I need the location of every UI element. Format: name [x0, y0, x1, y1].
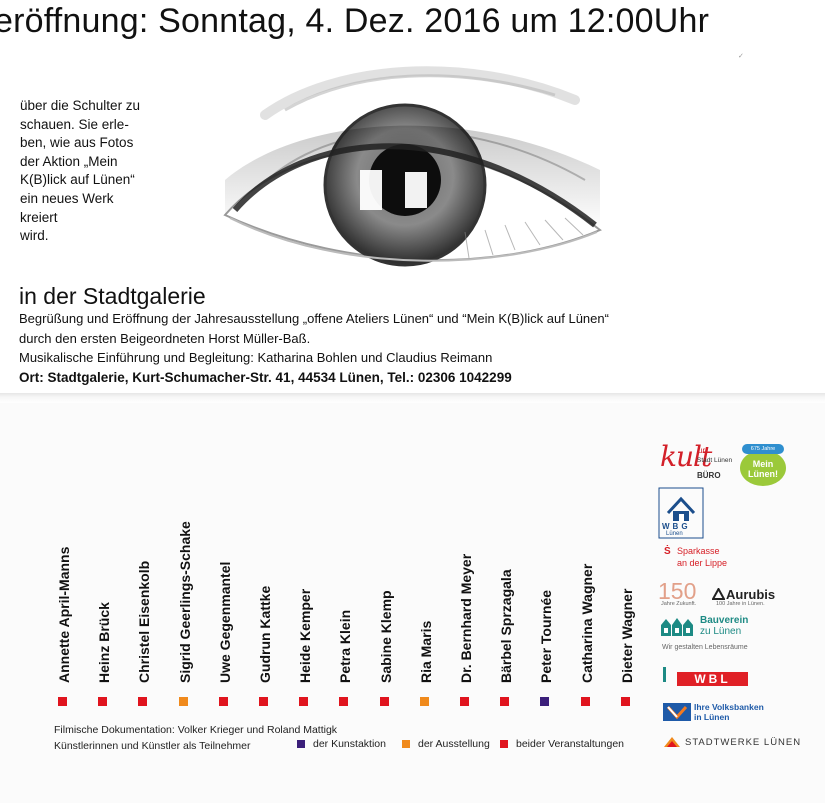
event-line: durch den ersten Beigeordneten Horst Mül…	[19, 330, 311, 346]
legend-swatch-beide	[500, 740, 508, 748]
intro-line: kreiert	[20, 209, 58, 225]
artist-category-marker	[620, 697, 630, 706]
kulturbuero-buero: BÜRO	[697, 471, 721, 480]
artist-category-marker	[299, 697, 309, 706]
mein-luenen-ribbon: 675 Jahre	[742, 444, 784, 454]
invitation-bottom-panel	[0, 403, 825, 803]
card-fold	[0, 393, 825, 403]
artist-name: Dr. Bernhard Meyer	[458, 553, 474, 683]
kulturbuero-city: Stadt Lünen	[697, 457, 733, 464]
kulturbuero-logo: kult	[660, 440, 712, 473]
volksbank-name: Ihre Volksbanken in Lünen	[694, 702, 764, 722]
wbg-house-icon	[658, 487, 704, 539]
mein-luenen-logo: 675 Jahre Mein Lünen!	[740, 444, 786, 486]
volksbank-line: Ihre Volksbanken	[694, 702, 764, 712]
artist-name: Heinz Brück	[96, 602, 113, 683]
artist-category-marker	[580, 697, 590, 706]
invitation-top-panel: eröffnung: Sonntag, 4. Dez. 2016 um 12:0…	[0, 0, 825, 395]
bauverein-name: Bauverein zu Lünen	[700, 615, 748, 637]
aurubis-triangle-icon	[712, 588, 725, 600]
artist-name: Petra Klein	[337, 609, 354, 683]
wbg-sub: Lünen	[666, 531, 683, 537]
participants-label: Künstlerinnen und Künstler als Teilnehme…	[54, 740, 251, 752]
artist-name: Peter Tournée	[538, 589, 555, 683]
artist-category-marker	[178, 697, 188, 706]
wbl-logo: WBL	[677, 672, 748, 686]
intro-line: ein neues Werk	[20, 190, 114, 206]
intro-line: wird.	[20, 228, 49, 244]
intro-line: schauen. Sie erle-	[20, 116, 129, 132]
artist-category-marker	[419, 697, 429, 706]
intro-line: der Aktion „Mein	[20, 153, 118, 169]
wbg-name: WBG	[662, 522, 691, 531]
legend-swatch-kunstaktion	[297, 740, 305, 748]
wbl-bar-icon	[663, 667, 666, 682]
legend-label-kunstaktion: der Kunstaktion	[313, 738, 386, 750]
intro-text: über die Schulter zu schauen. Sie erle- …	[20, 97, 170, 246]
artist-name: Annette April-Manns	[56, 546, 72, 683]
volksbank-line: in Lünen	[694, 712, 730, 722]
mein-luenen-line: Lünen!	[748, 469, 778, 479]
artist-name: Uwe Gegenmantel	[216, 561, 233, 683]
artist-category-marker	[218, 697, 228, 706]
artist-name: Bärbel Sprzagala	[498, 569, 515, 683]
legend-kunstaktion: der Kunstaktion	[297, 738, 386, 750]
volksbank-icon	[663, 703, 691, 721]
location-line: Ort: Stadtgalerie, Kurt-Schumacher-Str. …	[19, 369, 512, 385]
intro-line: ben, wie aus Fotos	[20, 135, 134, 151]
artist-name: Catharina Wagner	[578, 563, 595, 683]
artist-category-marker	[259, 697, 268, 706]
artist-name: Ria Maris	[417, 620, 434, 683]
artist-name: Gudrun Kattke	[257, 585, 273, 683]
artist-category-marker	[460, 697, 469, 706]
event-line: Begrüßung und Eröffnung der Jahresausste…	[19, 311, 609, 326]
headline: eröffnung: Sonntag, 4. Dez. 2016 um 12:0…	[0, 2, 710, 40]
artist-name: Heide Kemper	[297, 588, 314, 683]
sparkasse-line: Sparkasse	[677, 546, 720, 556]
film-credit: Filmische Dokumentation: Volker Krieger …	[54, 724, 338, 736]
legend-label-ausstellung: der Ausstellung	[418, 738, 490, 750]
sparkasse-line: an der Lippe	[677, 558, 728, 568]
sparkasse-icon: Ṡ	[664, 546, 671, 557]
kulturbuero-word: kult	[660, 440, 712, 473]
artist-category-marker	[540, 697, 550, 706]
intro-line: über die Schulter zu	[20, 98, 141, 113]
eye-illustration	[223, 66, 602, 267]
legend-ausstellung: der Ausstellung	[402, 738, 490, 750]
aurubis-left-small: Jahre Zukunft.	[661, 601, 697, 607]
bauverein-line: zu Lünen	[700, 626, 742, 637]
stadtwerke-name: STADTWERKE LÜNEN	[685, 737, 802, 748]
mein-luenen-line: Mein	[752, 459, 774, 469]
legend-label-beide: beider Veranstaltungen	[516, 738, 624, 750]
artist-category-marker	[98, 697, 108, 706]
aurubis-right-small: 100 Jahre in Lünen.	[716, 601, 765, 607]
credits: Filmische Dokumentation: Volker Krieger …	[54, 722, 337, 754]
legend-beide: beider Veranstaltungen	[500, 738, 624, 750]
stadtwerke-icon	[664, 737, 680, 747]
aurubis-name: Aurubis	[726, 587, 776, 602]
artist-name: Sigrid Geerlings-Schake	[176, 521, 193, 683]
artist-category-marker	[138, 697, 148, 706]
venue-title: in der Stadtgalerie	[19, 283, 206, 309]
intro-line: K(B)lick auf Lünen“	[20, 172, 135, 188]
event-line: Musikalische Einführung und Begleitung: …	[19, 350, 493, 365]
legend-swatch-ausstellung	[402, 740, 410, 748]
bauverein-tagline: Wir gestalten Lebensräume	[662, 644, 748, 651]
artist-name: Christel Eisenkolb	[136, 560, 153, 683]
bauverein-houses-icon	[661, 618, 693, 636]
kulturbuero-sup: ur	[698, 446, 706, 455]
bauverein-line: Bauverein	[700, 615, 749, 626]
artist-category-marker	[339, 697, 349, 706]
artist-category-marker	[379, 697, 389, 706]
aurubis-150: 150	[658, 578, 697, 604]
artist-category-marker	[58, 697, 67, 706]
artist-name: Dieter Wagner	[618, 588, 635, 683]
artist-category-marker	[500, 697, 510, 706]
sparkasse-logo: Sparkasse an der Lippe	[664, 545, 727, 569]
event-details: Begrüßung und Eröffnung der Jahresausste…	[19, 309, 609, 387]
scan-mark: ✓	[738, 53, 744, 60]
artist-name: Sabine Klemp	[377, 590, 394, 683]
